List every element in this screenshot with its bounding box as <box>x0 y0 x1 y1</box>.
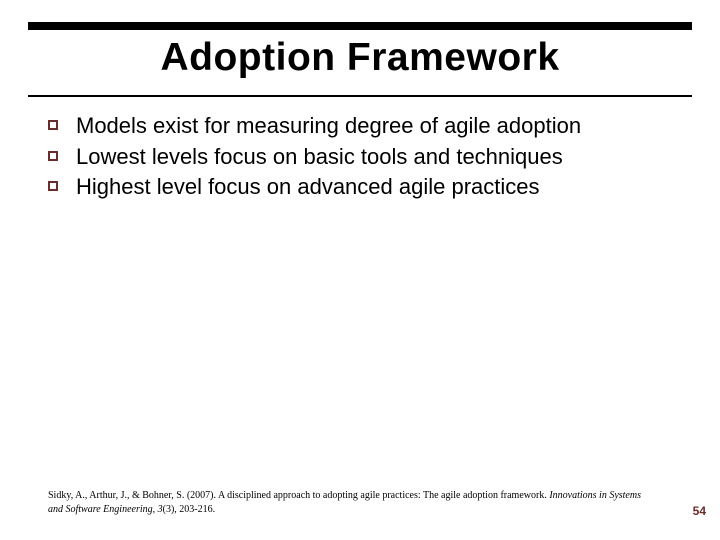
bullet-text: Highest level focus on advanced agile pr… <box>76 173 540 202</box>
square-bullet-icon <box>48 120 58 130</box>
citation-pages: (3), 203-216. <box>163 504 216 515</box>
slide-title: Adoption Framework <box>0 22 720 86</box>
citation-volume: , 3 <box>153 504 163 515</box>
bullet-text: Lowest levels focus on basic tools and t… <box>76 143 563 172</box>
bullet-item: Highest level focus on advanced agile pr… <box>48 173 672 202</box>
bullet-item: Models exist for measuring degree of agi… <box>48 112 672 141</box>
square-bullet-icon <box>48 181 58 191</box>
bullet-item: Lowest levels focus on basic tools and t… <box>48 143 672 172</box>
content-area: Models exist for measuring degree of agi… <box>48 112 672 204</box>
page-number: 54 <box>693 504 706 518</box>
citation-text: Sidky, A., Arthur, J., & Bohner, S. (200… <box>48 489 650 516</box>
title-rule-top <box>28 22 692 30</box>
bullet-text: Models exist for measuring degree of agi… <box>76 112 581 141</box>
title-rule-bottom <box>28 95 692 97</box>
square-bullet-icon <box>48 151 58 161</box>
title-block: Adoption Framework <box>0 0 720 86</box>
citation-authors: Sidky, A., Arthur, J., & Bohner, S. (200… <box>48 490 549 501</box>
slide: Adoption Framework Models exist for meas… <box>0 0 720 540</box>
